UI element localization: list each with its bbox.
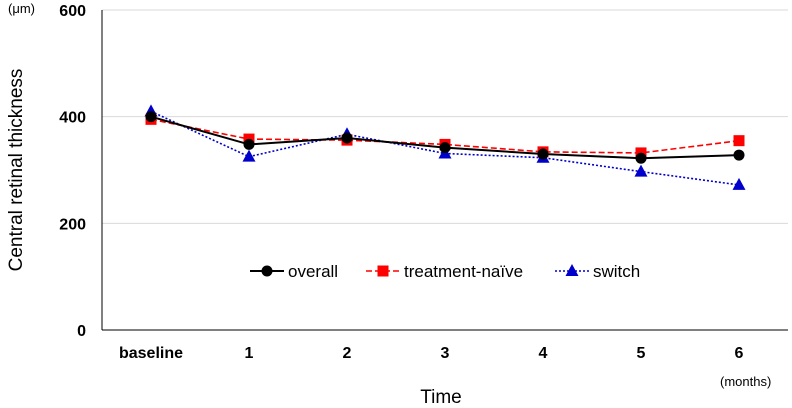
x-tick-label-4: 4 [539, 345, 548, 362]
gridlines [102, 9, 788, 224]
x-tick-label-3: 3 [441, 345, 450, 362]
y-unit-label: (μm) [8, 1, 35, 16]
legend-label-treatmentnave: treatment-naïve [404, 262, 523, 281]
x-unit-label: (months) [720, 374, 771, 389]
data-point-overall-3 [439, 142, 451, 154]
legend-marker-treatmentnave [377, 265, 389, 277]
x-tick-label-2: 2 [343, 345, 352, 362]
data-point-overall-5 [635, 152, 647, 164]
axes: 0 200 400 600 baseline 1 2 3 4 5 6 [59, 3, 788, 362]
y-tick-label-200: 200 [59, 216, 86, 233]
legend-marker-switch [565, 264, 579, 276]
y-tick-label-600: 600 [59, 3, 86, 20]
data-point-overall-1 [243, 138, 255, 150]
data-point-overall-6 [733, 149, 745, 161]
legend: overall treatment-naïve switch [250, 262, 640, 281]
data-point-overall-4 [537, 148, 549, 160]
data-point-switch-1 [242, 149, 256, 162]
x-tick-label-1: 1 [245, 345, 254, 362]
y-tick-label-0: 0 [77, 323, 86, 340]
x-tick-label-baseline: baseline [119, 345, 183, 362]
y-tick-label-400: 400 [59, 110, 86, 127]
x-axis-title: Time [420, 387, 462, 408]
data-point-overall-baseline [145, 111, 157, 123]
legend-label-switch: switch [593, 262, 640, 281]
data-point-overall-2 [341, 132, 353, 144]
x-tick-label-6: 6 [735, 345, 744, 362]
series-lines [144, 104, 746, 190]
data-point-switch-6 [732, 177, 746, 190]
data-point-treatmentnave-6 [733, 135, 745, 147]
x-tick-label-5: 5 [637, 345, 646, 362]
y-axis-title: Central retinal thickness [6, 69, 27, 272]
legend-label-overall: overall [288, 262, 338, 281]
legend-marker-overall [261, 265, 273, 277]
data-point-switch-5 [634, 164, 648, 177]
